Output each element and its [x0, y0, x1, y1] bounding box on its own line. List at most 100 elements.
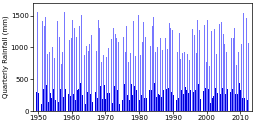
Bar: [100, 86, 101, 111]
Bar: [74, 29, 75, 111]
Bar: [53, 89, 54, 111]
Bar: [213, 29, 214, 111]
Bar: [181, 90, 182, 111]
Bar: [69, 40, 70, 111]
Bar: [222, 34, 223, 111]
Bar: [246, 100, 247, 111]
Bar: [71, 104, 72, 111]
Bar: [88, 92, 89, 111]
Bar: [171, 30, 172, 111]
Bar: [240, 44, 241, 111]
Bar: [55, 44, 56, 111]
Bar: [142, 92, 143, 111]
Bar: [206, 102, 207, 111]
Bar: [196, 103, 197, 111]
Bar: [169, 101, 170, 111]
Bar: [180, 59, 181, 111]
Bar: [67, 61, 68, 111]
Bar: [121, 30, 122, 111]
Bar: [87, 51, 88, 111]
Bar: [230, 38, 231, 111]
Bar: [126, 26, 127, 111]
Bar: [120, 98, 121, 111]
Bar: [175, 19, 176, 111]
Bar: [183, 52, 184, 111]
Bar: [198, 30, 199, 111]
Bar: [245, 18, 246, 111]
Bar: [109, 32, 110, 111]
Bar: [163, 49, 164, 111]
Bar: [176, 52, 177, 111]
Bar: [57, 21, 58, 111]
Bar: [193, 35, 194, 111]
Bar: [46, 85, 47, 111]
Bar: [210, 31, 211, 111]
Bar: [211, 98, 212, 111]
Bar: [243, 98, 244, 111]
Bar: [43, 89, 44, 111]
Bar: [40, 58, 41, 111]
Bar: [36, 92, 37, 111]
Bar: [102, 55, 103, 111]
Bar: [184, 87, 185, 111]
Bar: [58, 102, 59, 111]
Bar: [97, 98, 98, 111]
Bar: [65, 89, 66, 111]
Bar: [218, 24, 219, 111]
Bar: [61, 95, 62, 111]
Bar: [231, 89, 232, 111]
Bar: [37, 12, 38, 111]
Bar: [81, 15, 82, 111]
Bar: [162, 90, 163, 111]
Bar: [158, 64, 159, 111]
Bar: [233, 28, 234, 111]
Bar: [247, 43, 248, 111]
Bar: [152, 99, 153, 111]
Bar: [220, 22, 221, 111]
Bar: [60, 64, 61, 111]
Bar: [167, 88, 168, 111]
Bar: [149, 46, 150, 111]
Bar: [200, 45, 201, 111]
Bar: [205, 62, 206, 111]
Bar: [214, 88, 215, 111]
Bar: [42, 21, 43, 111]
Bar: [236, 94, 237, 111]
Bar: [139, 55, 140, 111]
Bar: [159, 95, 160, 111]
Bar: [79, 26, 80, 111]
Bar: [115, 92, 116, 111]
Bar: [112, 103, 113, 111]
Bar: [118, 104, 119, 111]
Bar: [242, 13, 243, 111]
Bar: [68, 94, 69, 111]
Bar: [202, 91, 203, 111]
Bar: [54, 59, 55, 111]
Bar: [147, 96, 148, 111]
Bar: [90, 94, 91, 111]
Bar: [75, 37, 76, 111]
Bar: [110, 84, 111, 111]
Bar: [91, 102, 92, 111]
Bar: [228, 84, 229, 111]
Bar: [124, 52, 125, 111]
Bar: [173, 36, 174, 111]
Bar: [223, 103, 224, 111]
Bar: [153, 17, 154, 111]
Bar: [209, 103, 210, 111]
Bar: [76, 90, 77, 111]
Bar: [52, 47, 53, 111]
Bar: [187, 93, 188, 111]
Bar: [116, 38, 117, 111]
Bar: [72, 20, 73, 111]
Bar: [221, 88, 222, 111]
Bar: [137, 85, 138, 111]
Bar: [82, 19, 83, 111]
Bar: [140, 95, 141, 111]
Bar: [212, 57, 213, 111]
Bar: [229, 92, 230, 111]
Bar: [45, 17, 46, 111]
Bar: [84, 55, 85, 111]
Bar: [148, 47, 149, 111]
Bar: [141, 42, 142, 111]
